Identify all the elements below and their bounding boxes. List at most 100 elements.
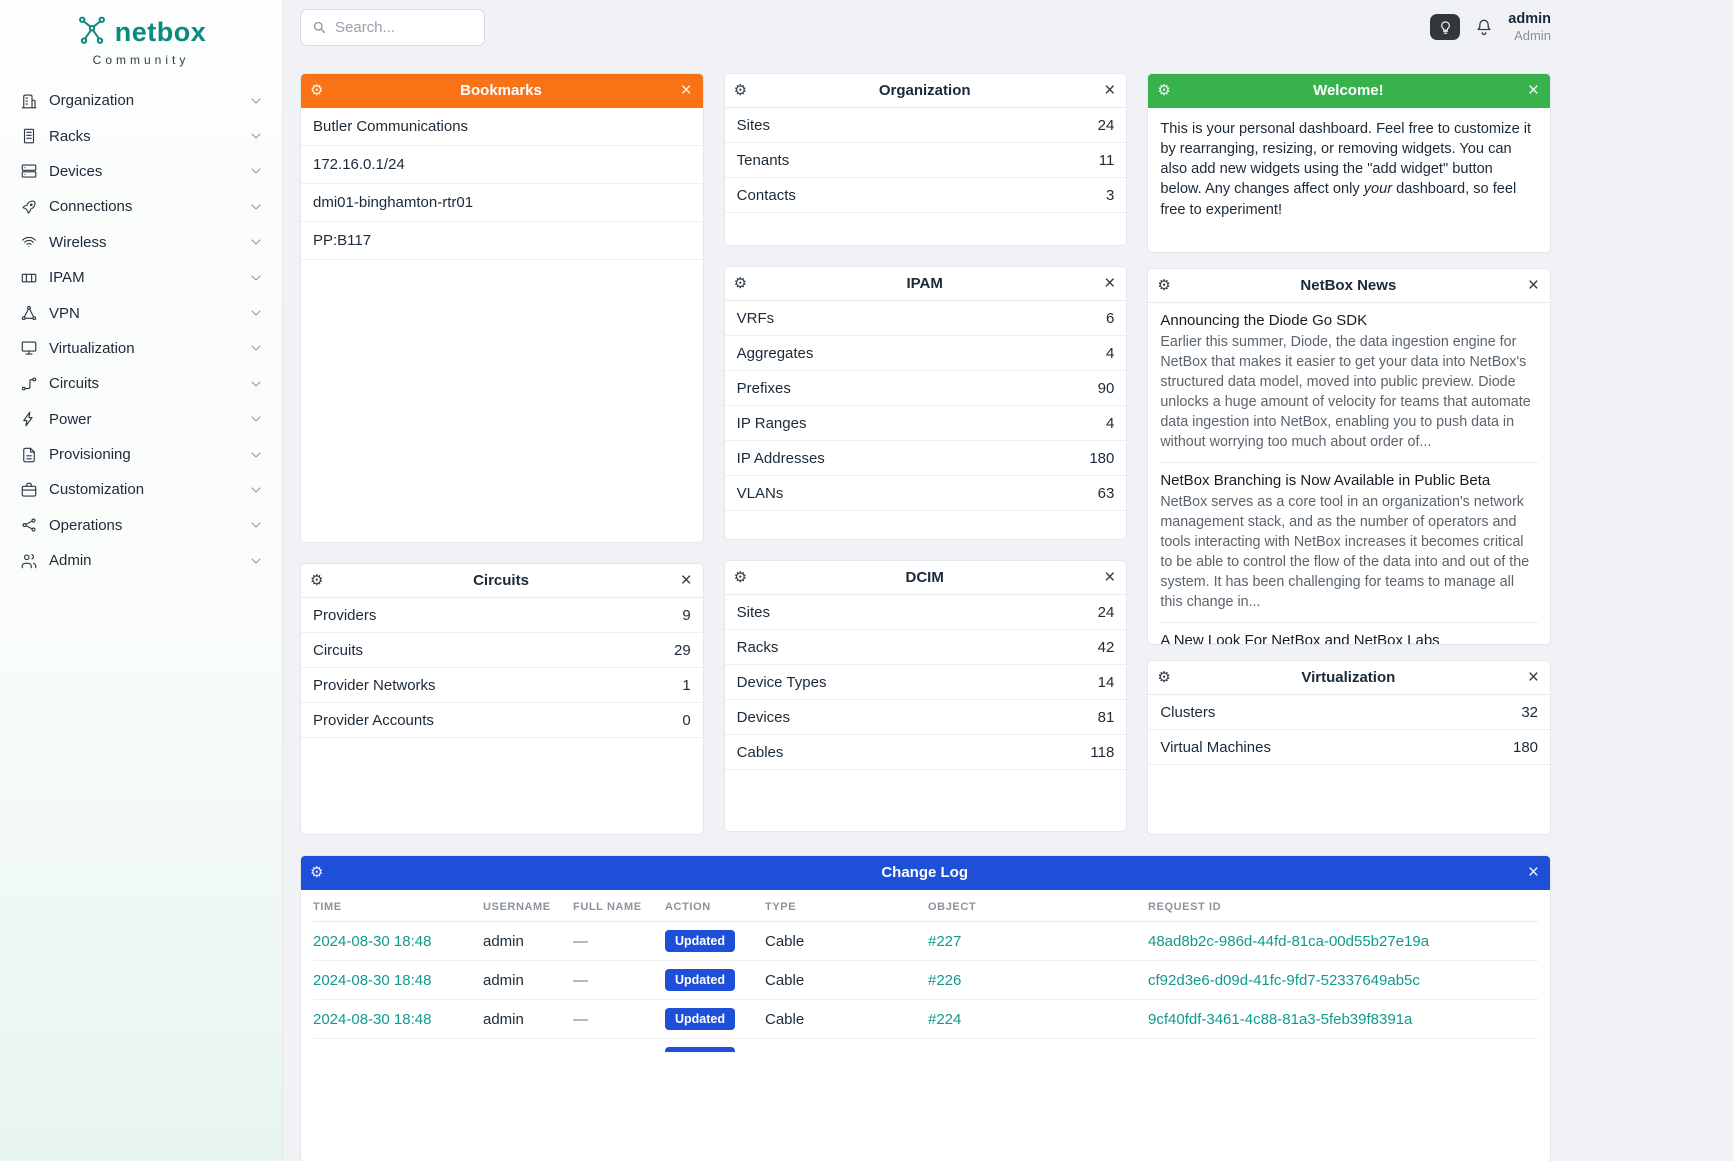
widget-title: IPAM [906, 275, 943, 292]
news-title-link[interactable]: Announcing the Diode Go SDK [1160, 312, 1368, 329]
widget-title: Welcome! [1313, 82, 1384, 99]
changelog-request-id-link[interactable]: 48ad8b2c-986d-44fd-81ca-00d55b27e19a [1148, 932, 1430, 950]
stat-label[interactable]: VRFs [736, 309, 775, 327]
stat-label[interactable]: Aggregates [736, 344, 814, 362]
bookmark-link[interactable]: 172.16.0.1/24 [313, 156, 405, 173]
sidebar-item-ipam[interactable]: IPAM [0, 260, 282, 295]
changelog-object-link[interactable]: #226 [928, 971, 962, 989]
gear-icon[interactable]: ⚙ [1157, 669, 1171, 686]
stat-label[interactable]: Provider Networks [313, 676, 436, 694]
changelog-time-link[interactable]: 2024-08-30 18:48 [313, 1010, 432, 1028]
changelog-object-link[interactable]: #227 [928, 932, 962, 950]
stat-label[interactable]: IP Ranges [736, 414, 807, 432]
close-icon[interactable]: × [680, 570, 692, 591]
changelog-time-link[interactable]: 2024-08-30 18:47 [313, 1050, 431, 1053]
sidebar-item-virtualization[interactable]: Virtualization [0, 331, 282, 366]
bookmark-item[interactable]: dmi01-binghamton-rtr01 [301, 184, 703, 222]
news-list: Announcing the Diode Go SDK Earlier this… [1148, 303, 1550, 645]
close-icon[interactable]: × [1527, 275, 1540, 296]
sidebar-item-provisioning[interactable]: Provisioning [0, 437, 282, 472]
sidebar-item-label: Racks [49, 127, 91, 145]
changelog-time-link[interactable]: 2024-08-30 18:48 [313, 971, 432, 989]
user-menu[interactable]: admin Admin [1508, 11, 1551, 44]
bookmark-link[interactable]: Butler Communications [313, 118, 469, 135]
netbox-logo[interactable]: netbox Community [0, 10, 282, 83]
gear-icon[interactable]: ⚙ [310, 572, 324, 589]
search-input[interactable] [335, 19, 473, 36]
action-badge: Updated [665, 930, 735, 952]
chevron-down-icon [248, 163, 264, 179]
sidebar-item-customization[interactable]: Customization [0, 472, 282, 507]
close-icon[interactable]: × [1527, 80, 1540, 101]
sidebar-item-operations[interactable]: Operations [0, 508, 282, 543]
user-role-text: Admin [1514, 28, 1551, 44]
news-title-link[interactable]: NetBox Branching is Now Available in Pub… [1160, 472, 1491, 490]
bookmark-item[interactable]: Butler Communications [301, 108, 703, 146]
dashboard: ⚙ Bookmarks × Butler Communications 172.… [300, 73, 1552, 835]
stat-label[interactable]: Device Types [736, 673, 827, 691]
stat-label[interactable]: Contacts [736, 186, 796, 204]
dcim-widget: ⚙ DCIM × Sites 24 Racks 42 [723, 560, 1128, 832]
sidebar-item-organization[interactable]: Organization [0, 83, 282, 118]
sidebar-item-wireless[interactable]: Wireless [0, 225, 282, 260]
notifications-button[interactable] [1474, 17, 1494, 37]
stat-label[interactable]: Tenants [736, 151, 790, 169]
stat-label[interactable]: IP Addresses [736, 449, 825, 467]
sidebar-item-admin[interactable]: Admin [0, 543, 282, 578]
wireless-icon [20, 233, 38, 251]
stat-label[interactable]: Clusters [1160, 703, 1216, 721]
stat-label[interactable]: Racks [736, 638, 779, 656]
stat-label[interactable]: VLANs [736, 484, 784, 502]
changelog-type: Cable [765, 1050, 804, 1053]
sidebar: netbox Community Organization Racks Devi… [0, 0, 283, 1161]
gear-icon[interactable]: ⚙ [310, 864, 324, 881]
stat-label[interactable]: Sites [736, 603, 771, 621]
bookmark-item[interactable]: 172.16.0.1/24 [301, 146, 703, 184]
sidebar-item-racks[interactable]: Racks [0, 118, 282, 153]
close-icon[interactable]: × [680, 80, 692, 101]
gear-icon[interactable]: ⚙ [733, 82, 748, 99]
changelog-time-link[interactable]: 2024-08-30 18:48 [313, 932, 432, 950]
chevron-down-icon [248, 340, 264, 356]
theme-toggle-button[interactable] [1430, 14, 1461, 41]
gear-icon[interactable]: ⚙ [733, 275, 748, 292]
close-icon[interactable]: × [1104, 80, 1116, 101]
stat-label[interactable]: Circuits [313, 641, 364, 659]
stat-value: 4 [1106, 344, 1115, 362]
sidebar-item-devices[interactable]: Devices [0, 154, 282, 189]
stat-row: Provider Networks 1 [301, 668, 703, 703]
stat-label[interactable]: Devices [736, 708, 791, 726]
changelog-request-id-link[interactable]: 7a3c4e3c-aae0-47f3-9861-f88301c007c3 [1148, 1050, 1423, 1053]
changelog-request-id-link[interactable]: 9cf40fdf-3461-4c88-81a3-5feb39f8391a [1148, 1010, 1413, 1028]
stat-label[interactable]: Virtual Machines [1160, 738, 1271, 756]
bookmark-link[interactable]: PP:B117 [313, 232, 372, 249]
sidebar-item-power[interactable]: Power [0, 402, 282, 437]
changelog-request-id-link[interactable]: cf92d3e6-d09d-41fc-9fd7-52337649ab5c [1148, 971, 1420, 989]
news-title-link[interactable]: A New Look For NetBox and NetBox Labs [1160, 632, 1440, 645]
close-icon[interactable]: × [1104, 273, 1116, 294]
widget-header: ⚙ Welcome! × [1148, 74, 1551, 108]
stat-label[interactable]: Provider Accounts [313, 711, 434, 729]
stat-label[interactable]: Cables [736, 743, 784, 761]
sidebar-item-connections[interactable]: Connections [0, 189, 282, 224]
stat-label[interactable]: Prefixes [736, 379, 791, 397]
stat-label[interactable]: Sites [736, 116, 771, 134]
bookmark-item[interactable]: PP:B117 [301, 222, 703, 260]
col-username: USERNAME [483, 890, 573, 922]
gear-icon[interactable]: ⚙ [1157, 82, 1171, 99]
chevron-down-icon [248, 199, 264, 215]
gear-icon[interactable]: ⚙ [733, 569, 748, 586]
gear-icon[interactable]: ⚙ [310, 82, 324, 99]
close-icon[interactable]: × [1104, 567, 1116, 588]
sidebar-item-circuits[interactable]: Circuits [0, 366, 282, 401]
stat-label[interactable]: Providers [313, 606, 377, 624]
search-box[interactable] [300, 9, 485, 46]
close-icon[interactable]: × [1527, 667, 1540, 688]
sidebar-item-vpn[interactable]: VPN [0, 295, 282, 330]
close-icon[interactable]: × [1527, 862, 1539, 883]
changelog-username: admin [483, 1050, 524, 1053]
bookmark-link[interactable]: dmi01-binghamton-rtr01 [313, 194, 474, 211]
gear-icon[interactable]: ⚙ [1157, 277, 1171, 294]
changelog-object-link[interactable]: #223 [928, 1050, 961, 1053]
changelog-object-link[interactable]: #224 [928, 1010, 962, 1028]
